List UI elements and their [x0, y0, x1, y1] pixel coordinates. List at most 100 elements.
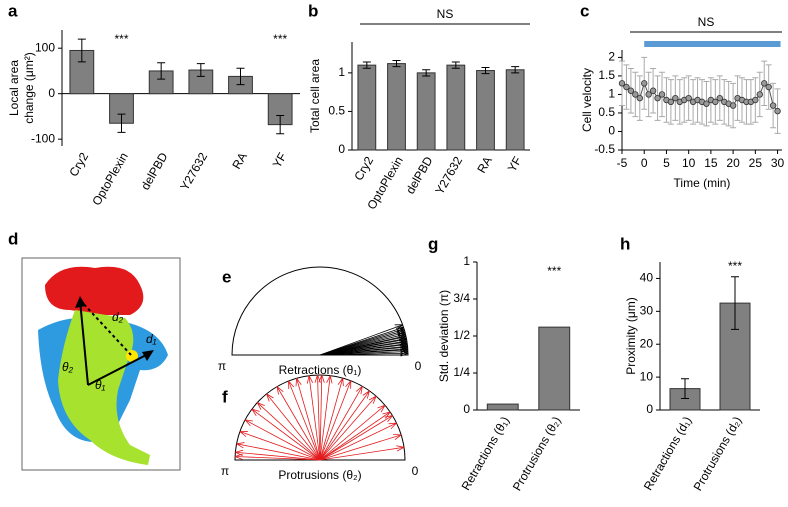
bar: [486, 403, 519, 411]
arrowhead: [337, 377, 344, 387]
arrowhead: [276, 386, 284, 395]
angle-vector: [244, 419, 321, 461]
data-point: [641, 80, 648, 87]
arrowhead: [306, 375, 314, 384]
arrowhead: [326, 375, 333, 384]
y-tick-label: 30: [640, 304, 654, 318]
angle-vector: [319, 386, 363, 461]
data-point: [627, 87, 635, 94]
data-point: [654, 94, 661, 102]
significance: ***: [547, 264, 561, 278]
bar: [357, 64, 377, 151]
data-point: [658, 91, 666, 98]
error-bar: [422, 69, 431, 77]
angle-vector: [288, 380, 321, 461]
data-point: [761, 80, 768, 87]
bar: [446, 64, 466, 151]
data-point: [752, 96, 759, 104]
diagram-label: θ₁: [95, 378, 106, 392]
y-tick-label: 10: [640, 369, 654, 383]
data-point: [618, 80, 626, 87]
angle-vector: [239, 431, 321, 461]
bar: [476, 70, 495, 151]
x-tick-label: RA: [229, 150, 249, 171]
data-point: [756, 91, 763, 98]
data-point: [712, 98, 719, 106]
panel-label: b: [308, 1, 318, 20]
error-bar: [731, 276, 739, 330]
arrowhead: [234, 453, 243, 460]
polar-outline: [234, 374, 406, 461]
data-point: [716, 94, 723, 102]
data-point: [645, 91, 652, 98]
arrowhead: [318, 374, 325, 383]
y-axis-label: change (μm²): [22, 52, 36, 124]
bracket-label: NS: [698, 15, 715, 29]
x-tick-label: 5: [663, 156, 670, 170]
arrowhead: [314, 374, 321, 383]
arrowhead: [345, 380, 352, 389]
cell-green: [58, 310, 150, 465]
arrowhead: [382, 411, 391, 419]
y-tick-label: 0: [646, 402, 653, 416]
panel-label: h: [620, 234, 630, 253]
bar: [505, 69, 525, 151]
angle-vector: [319, 326, 404, 356]
y-tick-label: 0: [608, 124, 615, 138]
x-tick-label: delPBD: [403, 154, 436, 197]
angle-vector: [319, 375, 331, 461]
diagram-label: d₂: [112, 310, 124, 324]
x-tick-label: 30: [771, 156, 785, 170]
panel-label: g: [428, 234, 438, 253]
error-bar: [511, 66, 520, 74]
bracket-label: NS: [437, 7, 454, 21]
error-bar: [196, 63, 205, 77]
error-bar: [77, 38, 86, 63]
angle-vector: [257, 402, 321, 461]
arrowhead: [266, 393, 274, 402]
angle-vector: [319, 395, 377, 461]
data-point: [729, 102, 737, 109]
x-axis-label: Retractions (θ₁): [279, 363, 362, 377]
error-bar: [236, 67, 245, 86]
angle-vector: [319, 375, 323, 461]
arrowhead: [235, 449, 244, 457]
y-axis-label: Cell velocity: [580, 68, 594, 132]
angle-label: 0: [412, 464, 419, 478]
significance: ***: [114, 32, 128, 46]
data-point: [632, 91, 639, 98]
y-tick-label: 100: [35, 40, 55, 54]
panel-label: e: [222, 267, 231, 286]
x-tick-label: Cry2: [351, 154, 376, 183]
error-bar: [392, 60, 401, 68]
x-tick-label: 15: [704, 156, 718, 170]
data-point: [667, 98, 675, 106]
y-tick-label: 0: [48, 86, 55, 100]
y-tick-label: 1: [608, 87, 615, 101]
angle-label: π: [218, 359, 226, 373]
y-tick-label: -0.5: [594, 142, 615, 156]
x-tick-label: 10: [682, 156, 696, 170]
data-point: [774, 107, 781, 115]
y-axis-label: Local area: [7, 60, 21, 116]
y-tick-label: 1/2: [453, 328, 470, 342]
y-tick-label: 1.5: [598, 68, 615, 82]
bar: [416, 72, 436, 151]
y-tick-label: 2: [608, 50, 615, 64]
y-tick-label: 1/4: [453, 365, 470, 379]
angle-vector: [319, 390, 370, 461]
angle-vector: [236, 443, 321, 461]
error-bar: [481, 66, 490, 75]
error-bar: [681, 378, 689, 399]
angle-vector: [276, 386, 321, 461]
error-bar: [157, 62, 166, 80]
arrowhead: [256, 402, 265, 410]
stimulus-bar: [644, 41, 781, 47]
x-tick-label: -5: [617, 156, 628, 170]
arrowhead: [236, 442, 245, 449]
cell-red: [45, 266, 144, 315]
y-tick-label: 0: [463, 402, 470, 416]
angle-label: 0: [415, 359, 422, 373]
y-tick-label: 3/4: [453, 291, 470, 305]
